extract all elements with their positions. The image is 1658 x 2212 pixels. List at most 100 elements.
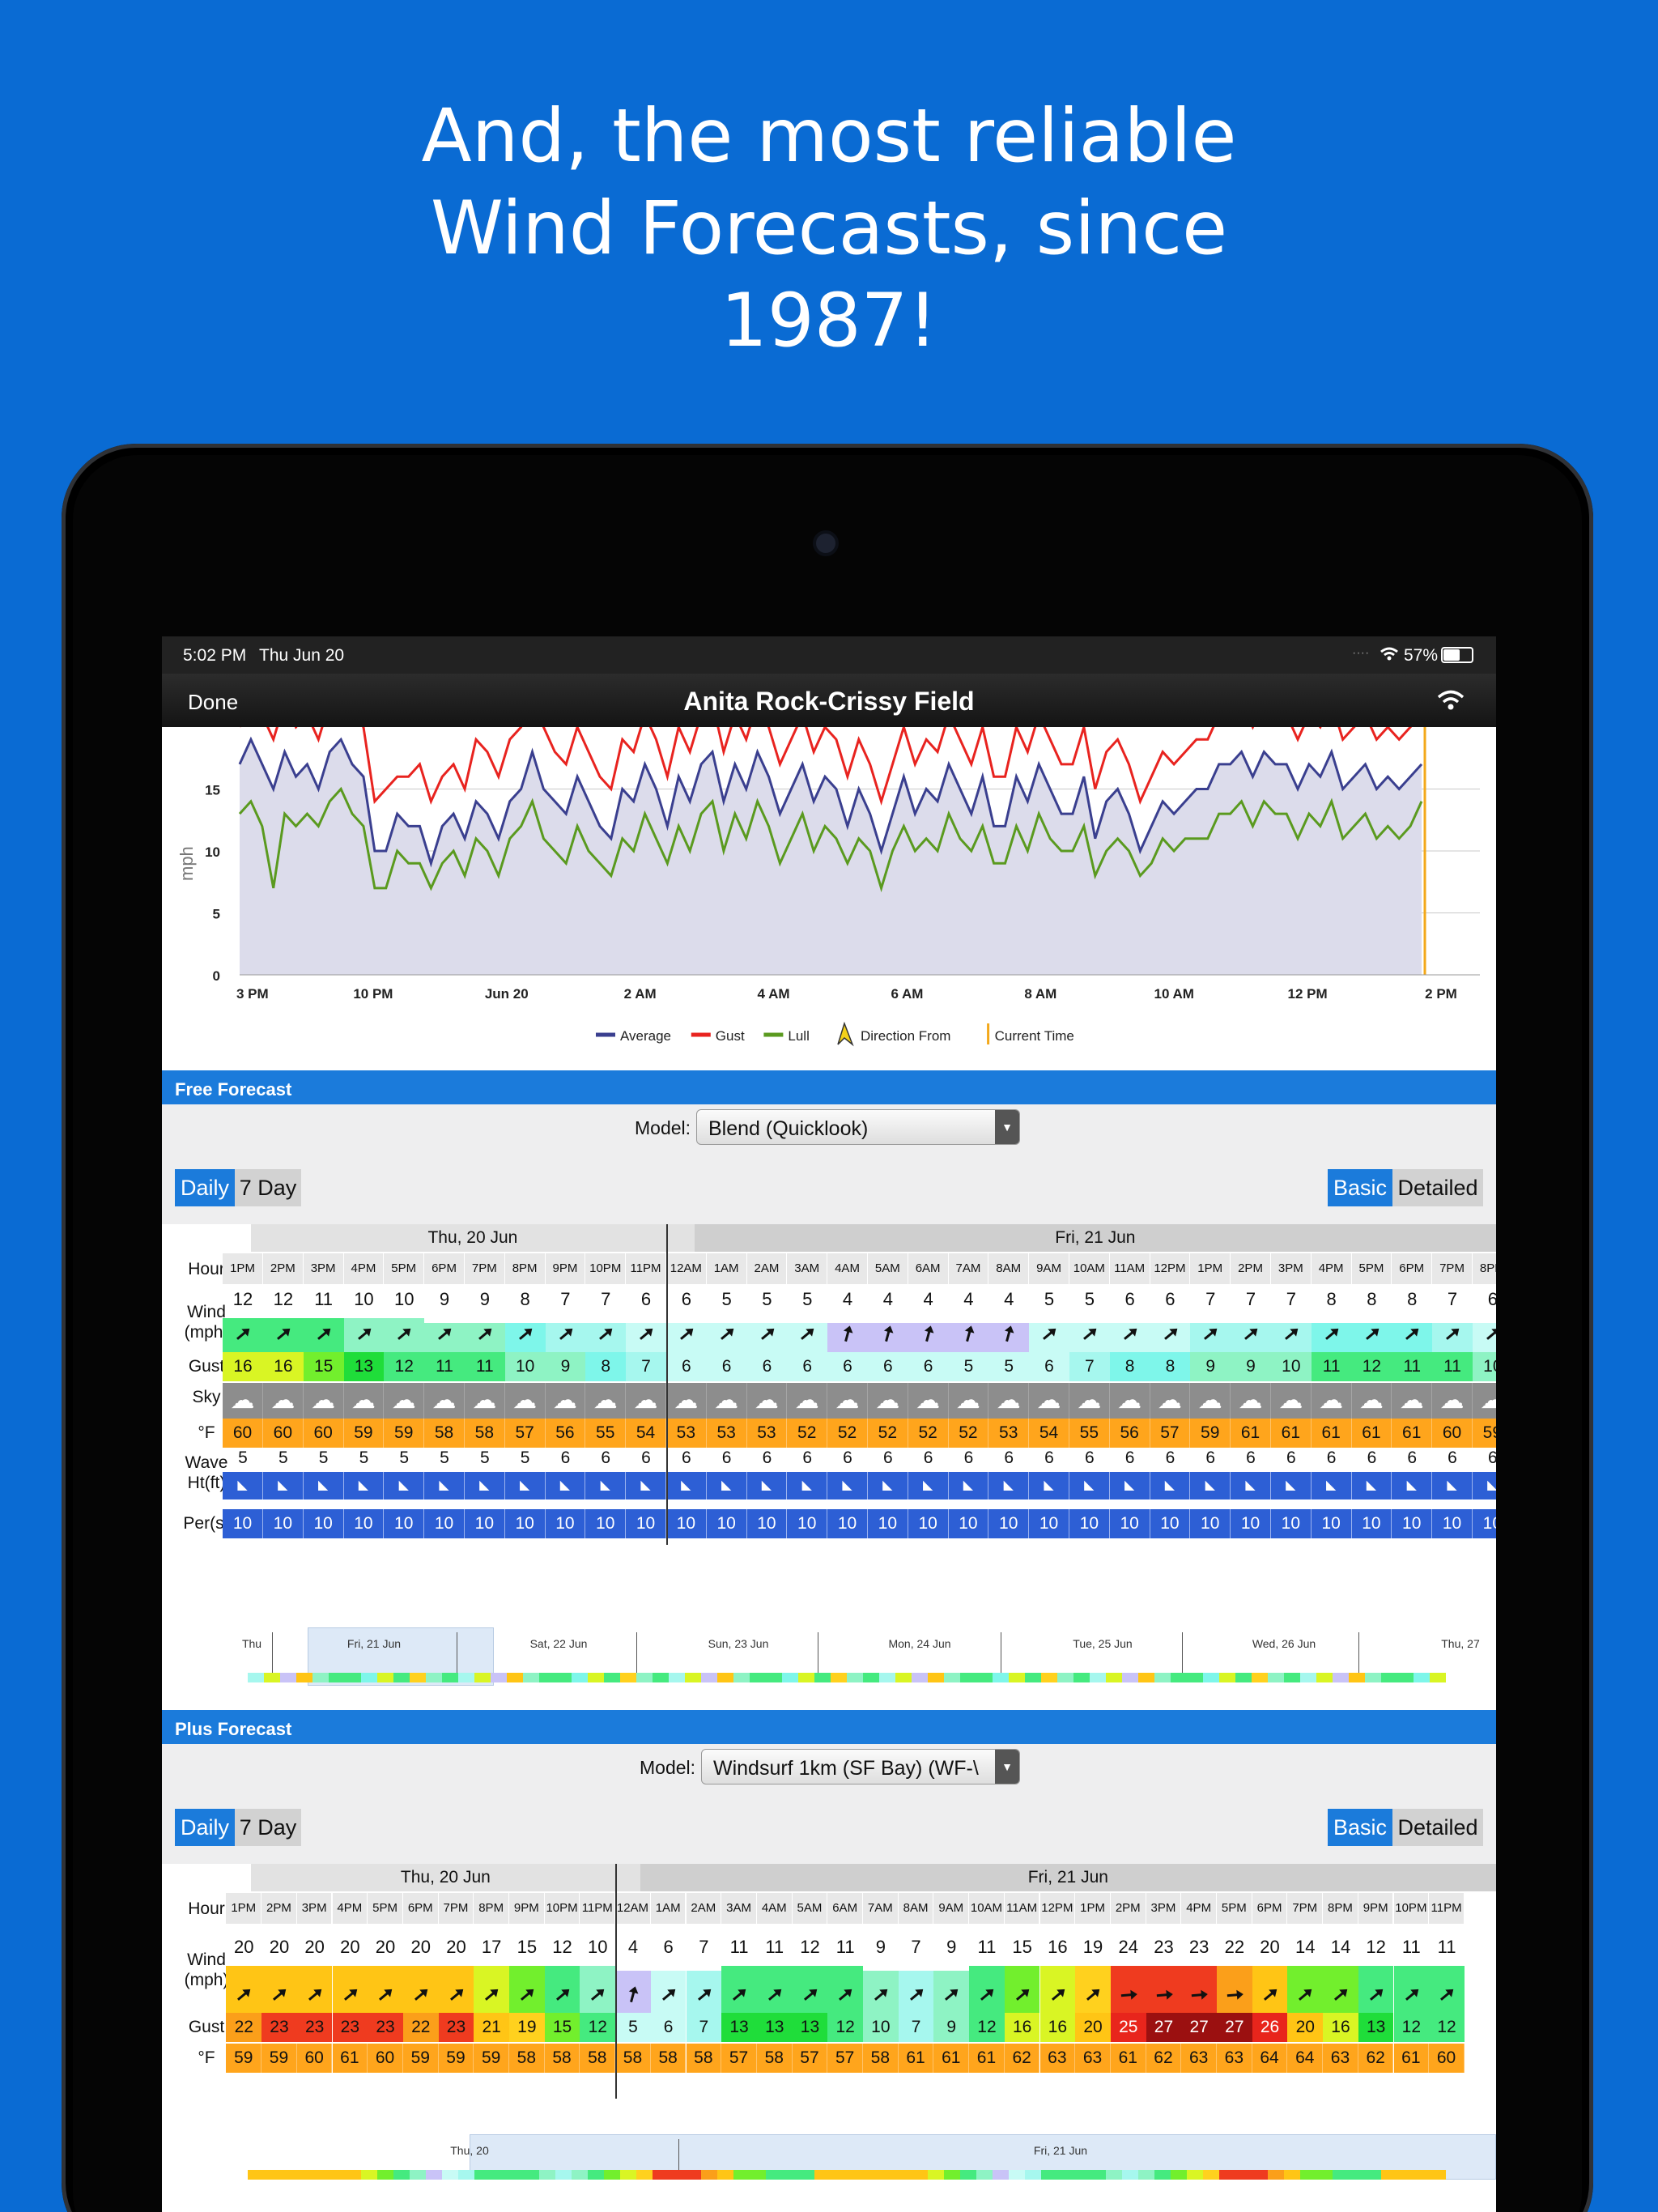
wind-value: 11 [1401,1937,1421,1957]
wind-value: 12 [1366,1937,1386,1957]
plus-tab-daily[interactable]: Daily [175,1809,235,1846]
timeline-tick [272,1632,273,1673]
free-model-select[interactable]: Blend (Quicklook) ▼ [696,1109,1020,1145]
swell-direction-icon: ◣ [464,1472,505,1499]
hour-cell: 6PM [1252,1893,1288,1924]
wind-value: 11 [977,1937,997,1957]
swell-direction-icon: ◣ [787,1472,828,1499]
temp-cell: 52 [827,1419,868,1448]
wind-value: 8 [520,1289,530,1309]
plus-view-detailed[interactable]: Detailed [1392,1809,1483,1846]
plus-forecast-header: Plus Forecast [162,1710,1496,1744]
plus-model-select[interactable]: Windsurf 1km (SF Bay) (WF-\ ▼ [701,1749,1020,1784]
hour-cell: 11PM [580,1893,616,1924]
arrow-head [384,1989,393,1997]
gust-cell: 11 [1392,1352,1433,1381]
direction-arrow-icon [801,1328,814,1340]
arrow-head [1290,1328,1299,1337]
camera-icon [813,530,839,556]
free-view-basic[interactable]: Basic [1328,1169,1392,1206]
temp-cell: 53 [988,1419,1030,1448]
wave-height: 5 [318,1448,329,1467]
wind-bar [898,1971,934,2013]
timeline-strip-cell [1284,1673,1300,1682]
arrow-head [596,1989,605,1997]
hour-cell: 7AM [863,1893,899,1924]
hour-cell: 12PM [1150,1253,1191,1284]
gust-cell: 9 [545,1352,586,1381]
cloud-icon: ☁ [1109,1383,1150,1419]
timeline-strip-cell [879,1673,895,1682]
temp-cell: 60 [296,2044,333,2073]
timeline-strip-cell [831,1673,847,1682]
wave-height: 6 [762,1448,772,1467]
arrow-head [1201,1989,1209,2000]
timeline-strip-cell [1349,1673,1365,1682]
temp-cell: 59 [343,1419,385,1448]
timeline-strip-cell [750,1673,766,1682]
direction-arrow-icon [1440,1989,1454,2001]
arrow-head [1410,1328,1419,1337]
swell-direction-icon: ◣ [384,1472,425,1499]
wind-graph[interactable]: mph 0 5 10 15 3 PM 10 PM Jun 20 2 AM 4 AM 6 AM 8 AM… [162,672,1496,1059]
timeline-strip-cell [1219,2170,1235,2180]
period-cell: 10 [223,1509,263,1538]
direction-arrow-icon [317,1328,331,1340]
x-tick-label: Jun 20 [485,986,529,1002]
timeline-strip-cell [1041,2170,1057,2180]
direction-arrow-icon [485,1989,499,2001]
hour-cell: 1AM [650,1893,687,1924]
timeline-strip-cell [410,2170,426,2180]
timeline-strip-cell [296,1673,312,1682]
wind-bar [746,1323,788,1352]
wind-value: 15 [517,1937,538,1957]
arrow-head [348,1989,357,1997]
plus-model-bar: Model: Windsurf 1km (SF Bay) (WF-\ ▼ [162,1744,1496,1804]
gust-cell: 12 [384,1352,425,1381]
free-tab-7day[interactable]: 7 Day [235,1169,301,1206]
hour-cell: 11AM [1004,1893,1040,1924]
timeline-day-label: Fri, 21 Jun [346,1637,402,1650]
direction-arrow-icon [1156,1989,1173,2000]
timeline-strip-cell [523,2170,539,2180]
gust-cell: 13 [343,1352,385,1381]
hour-cell: 10AM [1069,1253,1110,1284]
free-view-detailed[interactable]: Detailed [1392,1169,1483,1206]
live-wind-icon[interactable] [1436,688,1465,713]
free-forecast-timeline[interactable]: Thu Fri, 21 Jun Sat, 22 Jun Sun, 23 Jun Mon,… [162,1627,1496,1686]
done-button[interactable]: Done [188,690,239,714]
plus-view-basic[interactable]: Basic [1328,1809,1392,1846]
wind-bar [1190,1323,1231,1352]
gust-cell: 12 [1393,2013,1430,2042]
wind-value: 5 [1044,1289,1055,1309]
wind-value: 19 [1082,1937,1103,1957]
gust-cell: 11 [1432,1352,1473,1381]
temp-cell: 58 [686,2044,722,2073]
direction-arrow-icon [1204,1328,1218,1340]
arrow-head [483,1328,492,1337]
timeline-strip-cell [458,1673,474,1682]
y-tick-label: 0 [213,968,220,984]
timeline-day-label: Sun, 23 Jun [708,1637,769,1650]
arrow-head [1236,1989,1244,2000]
period-cell: 10 [988,1509,1030,1538]
free-model-bar: Model: Blend (Quicklook) ▼ [162,1104,1496,1164]
free-tab-daily[interactable]: Daily [175,1169,235,1206]
temp-cell: 58 [464,1419,505,1448]
wind-bar [969,1966,1005,2013]
wind-bar [626,1323,666,1352]
wave-height: 6 [641,1448,651,1467]
timeline-strip-cell [491,2170,507,2180]
gust-cell: 9 [933,2013,970,2042]
period-cell: 10 [867,1509,908,1538]
arrow-head [879,1989,888,1997]
arrow-head [964,1325,975,1334]
timeline-strip-cell [507,1673,523,1682]
cloud-icon: ☁ [626,1383,666,1419]
arrow-group [343,1989,357,2001]
timeline-strip-cell [653,2170,669,2180]
plus-forecast-timeline[interactable]: Thu, 20 Fri, 21 Jun [162,2134,1496,2180]
plus-tab-7day[interactable]: 7 Day [235,1809,301,1846]
direction-arrow-icon [1226,1989,1244,2000]
wind-bar [1110,1966,1146,2013]
